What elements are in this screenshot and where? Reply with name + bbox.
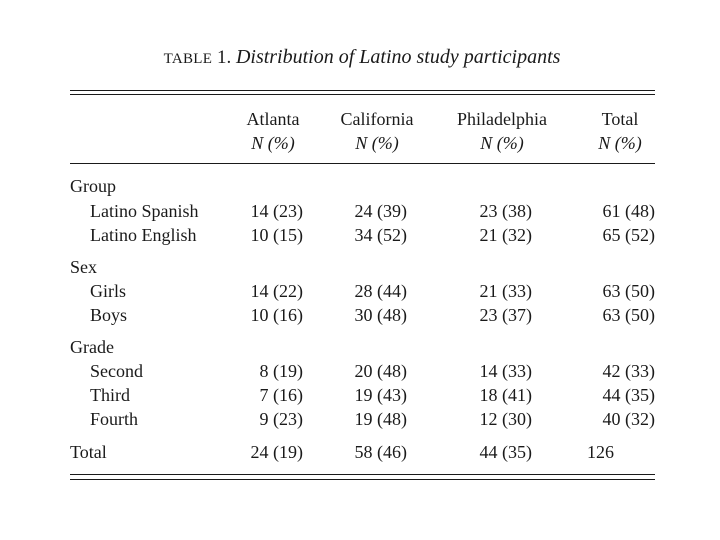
- row-label: Latino Spanish: [90, 201, 199, 221]
- row-label: Girls: [90, 281, 126, 301]
- cell-atlanta: 9 (23): [259, 409, 304, 429]
- cell-total: 44 (35): [602, 385, 656, 405]
- caption-title: Distribution of Latino study participant…: [235, 46, 561, 68]
- cell-atlanta: 24 (19): [250, 442, 304, 462]
- row-label-total: Total: [70, 442, 107, 462]
- cell-total: 65 (52): [602, 225, 656, 245]
- cell-philadelphia: 44 (35): [479, 442, 533, 462]
- bottom-rule-2: [70, 479, 655, 480]
- caption-label: TABLE: [163, 51, 213, 67]
- section-label-sex: Sex: [70, 257, 97, 277]
- cell-california: 34 (52): [354, 225, 408, 245]
- cell-total: 63 (50): [602, 305, 656, 325]
- col-subheader-atlanta: N (%): [251, 133, 295, 153]
- col-subheader-philadelphia: N (%): [480, 133, 524, 153]
- cell-california: 28 (44): [354, 281, 408, 301]
- cell-california: 20 (48): [354, 361, 408, 381]
- row-label: Latino English: [90, 225, 197, 245]
- cell-philadelphia: 14 (33): [479, 361, 533, 381]
- cell-philadelphia: 18 (41): [479, 385, 533, 405]
- cell-atlanta: 14 (23): [250, 201, 304, 221]
- cell-atlanta: 8 (19): [259, 361, 304, 381]
- cell-atlanta: 10 (15): [250, 225, 304, 245]
- header-rule: [70, 163, 655, 164]
- table-caption: TABLE 1. Distribution of Latino study pa…: [0, 46, 720, 69]
- top-rule-2: [70, 94, 655, 95]
- bottom-rule-1: [70, 474, 655, 475]
- cell-atlanta: 14 (22): [250, 281, 304, 301]
- cell-philadelphia: 21 (33): [479, 281, 533, 301]
- section-label-grade: Grade: [70, 337, 114, 357]
- caption-number: 1.: [216, 47, 232, 68]
- section-label-group: Group: [70, 176, 116, 196]
- cell-total: 61 (48): [602, 201, 656, 221]
- cell-total: 40 (32): [602, 409, 656, 429]
- cell-total: 42 (33): [602, 361, 656, 381]
- cell-california: 19 (43): [354, 385, 408, 405]
- cell-philadelphia: 21 (32): [479, 225, 533, 245]
- cell-california: 30 (48): [354, 305, 408, 325]
- row-label: Second: [90, 361, 143, 381]
- col-subheader-total: N (%): [598, 133, 642, 153]
- cell-atlanta: 7 (16): [259, 385, 304, 405]
- cell-california: 24 (39): [354, 201, 408, 221]
- cell-total: 63 (50): [602, 281, 656, 301]
- row-label: Third: [90, 385, 130, 405]
- col-header-philadelphia: Philadelphia: [457, 109, 547, 129]
- cell-philadelphia: 23 (37): [479, 305, 533, 325]
- col-subheader-california: N (%): [355, 133, 399, 153]
- col-header-total: Total: [601, 109, 639, 129]
- top-rule-1: [70, 90, 655, 91]
- cell-atlanta: 10 (16): [250, 305, 304, 325]
- col-header-california: California: [340, 109, 414, 129]
- cell-total: 126: [587, 442, 614, 462]
- row-label: Boys: [90, 305, 128, 325]
- col-header-atlanta: Atlanta: [246, 109, 300, 129]
- cell-california: 19 (48): [354, 409, 408, 429]
- cell-philadelphia: 23 (38): [479, 201, 533, 221]
- row-label: Fourth: [90, 409, 139, 429]
- cell-philadelphia: 12 (30): [479, 409, 533, 429]
- cell-california: 58 (46): [354, 442, 408, 462]
